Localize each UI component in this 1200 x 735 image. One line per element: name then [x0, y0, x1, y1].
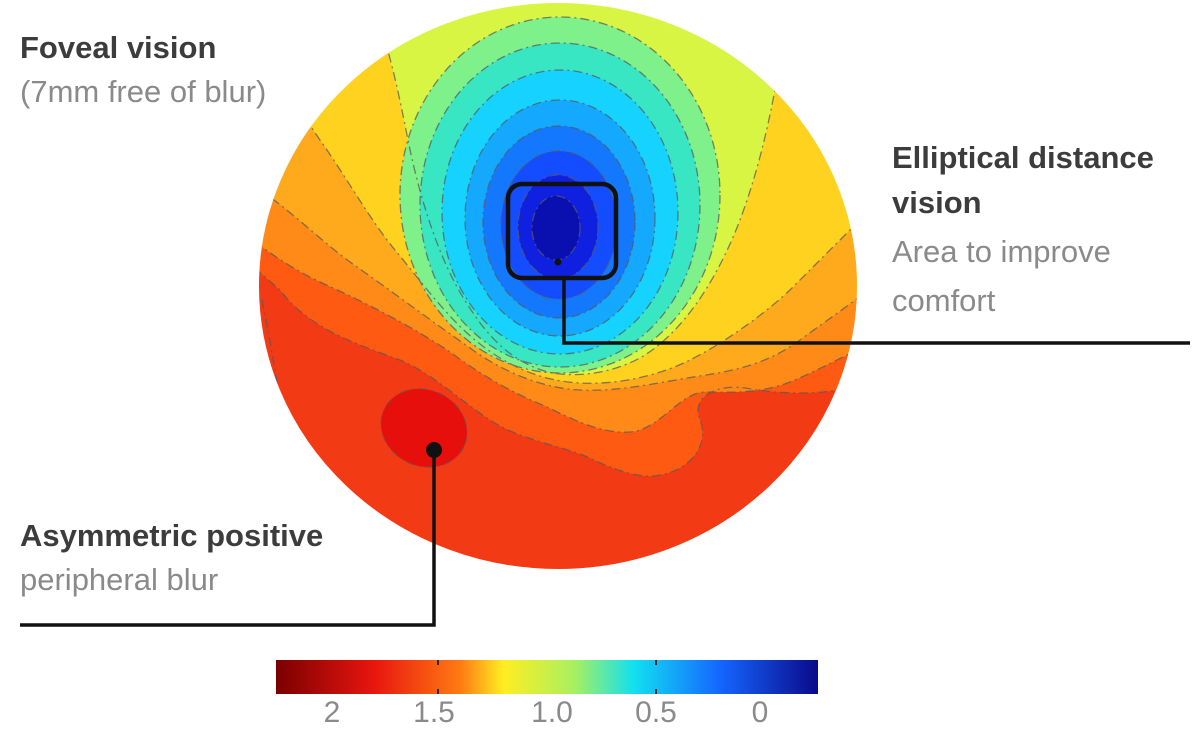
elliptical-distance-label: Elliptical distance vision Area to impro…	[892, 136, 1154, 324]
colorbar	[276, 660, 818, 694]
foveal-vision-title: Foveal vision	[20, 30, 217, 65]
foveal-vision-label: Foveal vision (7mm free of blur)	[20, 30, 266, 109]
foveal-box	[505, 181, 619, 281]
lens-outline	[257, 1, 859, 571]
zone-center	[532, 196, 580, 260]
hot-spot-contour	[380, 388, 468, 468]
elliptical-subtitle-line2: comfort	[892, 282, 996, 318]
elliptical-leader-line	[562, 278, 1190, 345]
elliptical-subtitle-line1: Area to improve	[892, 233, 1111, 269]
lens-map	[258, 2, 858, 570]
foveal-vision-subtitle: (7mm free of blur)	[20, 73, 267, 109]
asymmetric-title: Asymmetric positive	[20, 518, 324, 553]
elliptical-title-line2: vision	[892, 184, 982, 220]
zone-hot-spot	[381, 388, 467, 468]
asymmetric-subtitle: peripheral blur	[20, 561, 219, 597]
colorbar-tick-marks	[437, 660, 657, 694]
asymmetric-leader-line	[20, 450, 436, 627]
elliptical-title-line1: Elliptical distance	[892, 140, 1154, 175]
asymmetric-blur-label: Asymmetric positive peripheral blur	[20, 518, 323, 597]
foveal-center-dot	[554, 258, 562, 266]
